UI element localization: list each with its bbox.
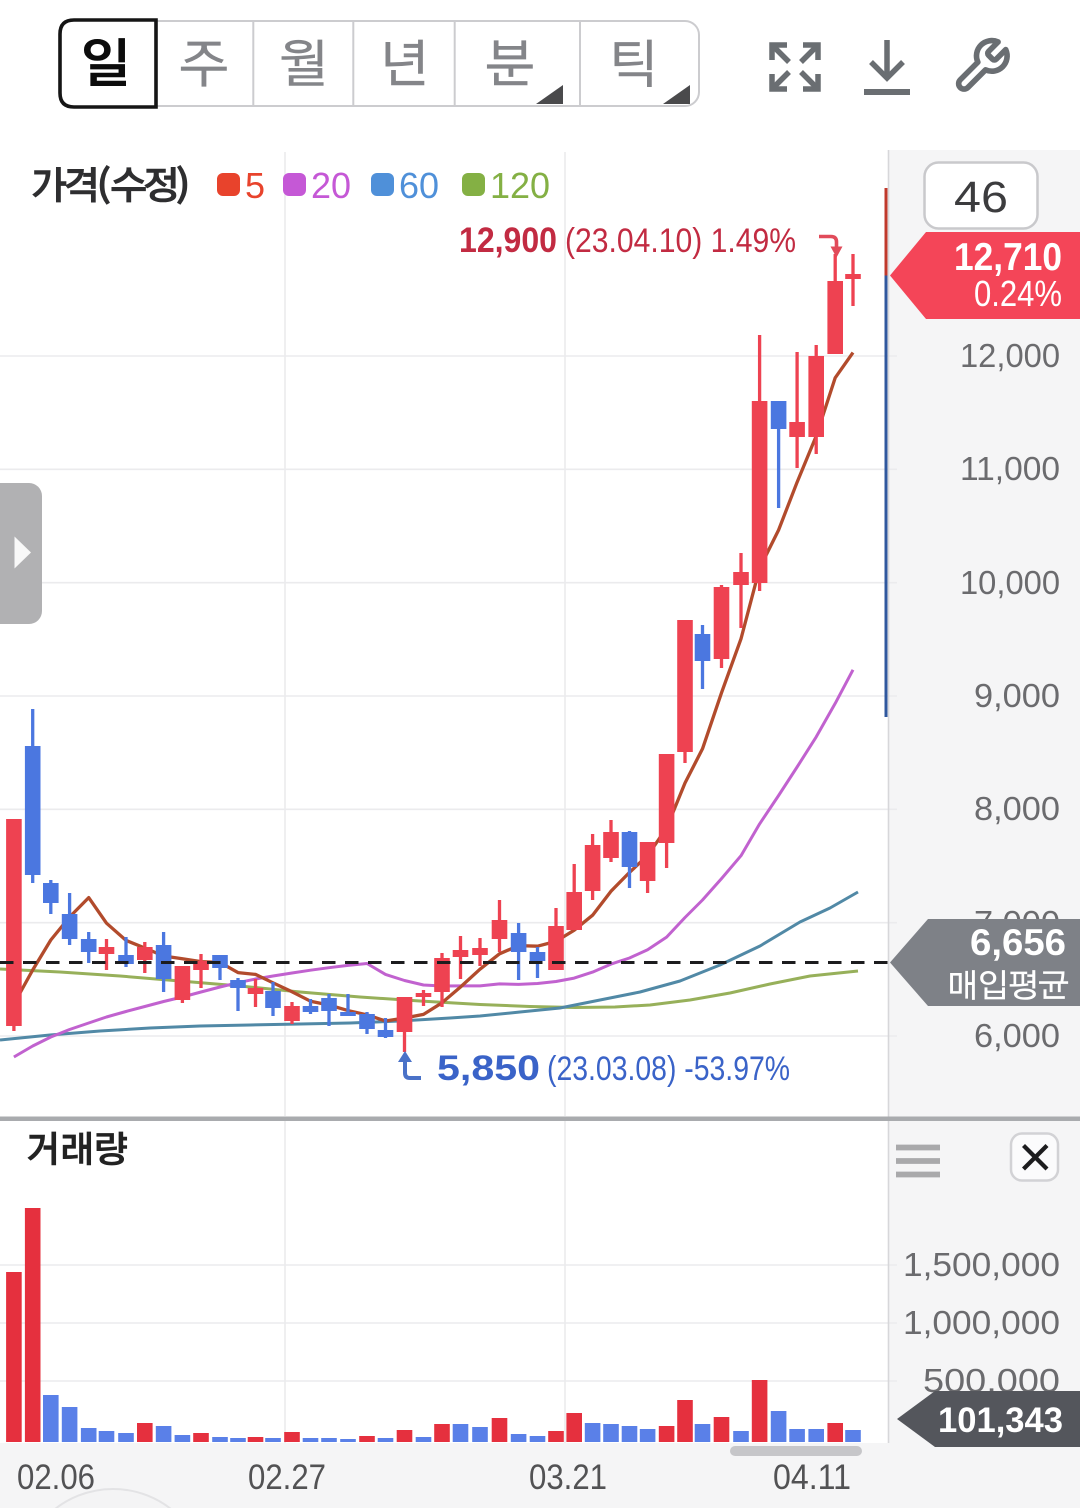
- svg-text:1,500,000: 1,500,000: [903, 1246, 1060, 1283]
- svg-text:03.21: 03.21: [529, 1458, 607, 1497]
- svg-text:6,000: 6,000: [974, 1017, 1060, 1054]
- svg-text:46: 46: [954, 173, 1008, 222]
- svg-text:20: 20: [311, 165, 351, 206]
- svg-text:(23.04.10) 1.49%: (23.04.10) 1.49%: [565, 222, 796, 260]
- svg-text:1,000,000: 1,000,000: [903, 1304, 1060, 1341]
- svg-text:60: 60: [399, 165, 439, 206]
- svg-text:5,850: 5,850: [437, 1049, 540, 1088]
- svg-text:12,000: 12,000: [960, 337, 1060, 374]
- svg-text:02.06: 02.06: [17, 1458, 95, 1497]
- svg-text:8,000: 8,000: [974, 790, 1060, 827]
- svg-text:101,343: 101,343: [938, 1401, 1063, 1440]
- svg-text:120: 120: [490, 165, 550, 206]
- svg-text:04.11: 04.11: [773, 1458, 851, 1497]
- svg-text:9,000: 9,000: [974, 677, 1060, 714]
- svg-text:11,000: 11,000: [960, 450, 1060, 487]
- svg-text:6,656: 6,656: [970, 922, 1066, 963]
- svg-text:02.27: 02.27: [248, 1458, 326, 1497]
- svg-text:12,710: 12,710: [954, 236, 1062, 279]
- svg-text:5: 5: [245, 165, 265, 206]
- svg-text:(23.03.08) -53.97%: (23.03.08) -53.97%: [547, 1050, 790, 1088]
- svg-text:12,900: 12,900: [459, 221, 557, 260]
- svg-text:0.24%: 0.24%: [974, 273, 1062, 314]
- svg-text:10,000: 10,000: [960, 564, 1060, 601]
